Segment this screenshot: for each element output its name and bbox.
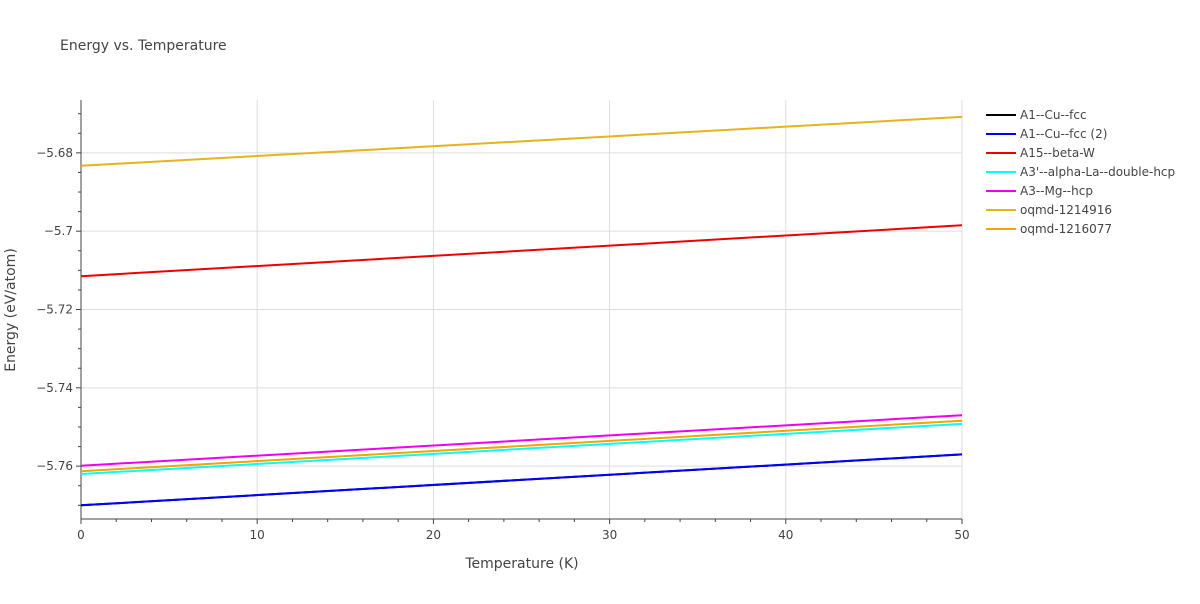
x-tick-label: 30: [602, 528, 617, 542]
series-line-5[interactable]: [80, 115, 963, 167]
y-tick-label: −5.74: [36, 381, 73, 395]
y-tick-label: −5.68: [36, 146, 73, 160]
x-tick-label: 20: [426, 528, 441, 542]
series-line-2[interactable]: [80, 224, 963, 278]
legend-label[interactable]: A1--Cu--fcc (2): [1020, 127, 1107, 141]
axes: 0 10 20 30 40 50 −5.76 −5.74 −5.72 −5.7 −5.68: [36, 100, 970, 542]
x-tick-label: 40: [778, 528, 793, 542]
x-tick-label: 50: [954, 528, 969, 542]
series-line-4[interactable]: [80, 414, 963, 467]
series-line-3[interactable]: [80, 422, 963, 475]
y-tick-label: −5.76: [36, 459, 73, 473]
legend-label[interactable]: oqmd-1216077: [1020, 222, 1112, 236]
legend-label[interactable]: A15--beta-W: [1020, 146, 1095, 160]
y-tick-label: −5.7: [44, 224, 73, 238]
x-tick-label: 10: [250, 528, 265, 542]
x-axis-title: Temperature (K): [464, 556, 578, 572]
legend-label[interactable]: A3--Mg--hcp: [1020, 184, 1093, 198]
legend: A1--Cu--fcc A1--Cu--fcc (2) A15--beta-W A3'…: [986, 108, 1175, 236]
series-line-6[interactable]: [80, 419, 963, 473]
x-tick-label: 0: [77, 528, 85, 542]
legend-label[interactable]: A3'--alpha-La--double-hcp: [1020, 165, 1175, 179]
legend-label[interactable]: A1--Cu--fcc: [1020, 108, 1087, 122]
grid-lines: [81, 100, 963, 519]
y-tick-label: −5.72: [36, 303, 73, 317]
chart-title: Energy vs. Temperature: [60, 38, 227, 54]
series-line-1[interactable]: [80, 453, 963, 507]
y-axis-title: Energy (eV/atom): [3, 248, 19, 372]
legend-label[interactable]: oqmd-1214916: [1020, 203, 1112, 217]
series-lines: [80, 115, 963, 507]
